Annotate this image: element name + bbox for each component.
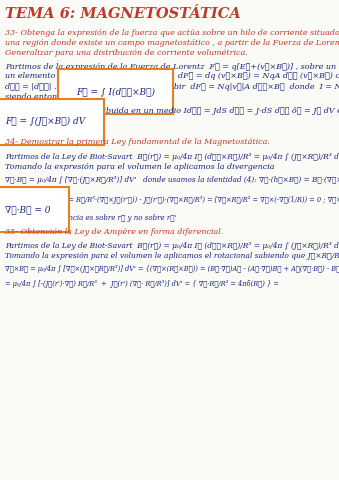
Text: Tomando la expresión para el volumen le aplicamos la divergencia: Tomando la expresión para el volumen le …: [5, 163, 275, 171]
Text: Partimos de la Ley de Biot-Savart  B⃗(r⃗) = μ₀/4π I∮ (dℓ⃗×R⃗)/R³ = μ₀/4π ∫ (J⃗×R: Partimos de la Ley de Biot-Savart B⃗(r⃗)…: [5, 242, 339, 250]
Text: = μ₀/4π ∫ [-(J⃗(r')·∇⃗) R⃗/R³  +  J⃗(r') (∇⃗· R⃗/R³)] dV' = { ∇⃗·R⃗/R³ = 4πδ(R⃗): = μ₀/4π ∫ [-(J⃗(r')·∇⃗) R⃗/R³ + J⃗(r') (…: [5, 280, 279, 288]
Text: Partimos de la Ley de Biot-Savart  B⃗(r⃗) = μ₀/4π I∮ (dℓ⃗×R⃗)/R³ = μ₀/4π ∫ (J⃗×R: Partimos de la Ley de Biot-Savart B⃗(r⃗)…: [5, 153, 339, 161]
Text: un elemento dℓ⃗ de hilo actúa una fuerza  dF⃗ = dq (v⃗×B⃗) = NqA dℓ⃗ (v⃗×B⃗) con: un elemento dℓ⃗ de hilo actúa una fuerza…: [5, 72, 339, 81]
Text: ⇒: ⇒: [5, 209, 12, 217]
Text: TEMA 6: MAGNETOSTÁTICA: TEMA 6: MAGNETOSTÁTICA: [5, 7, 241, 21]
Text: 35- Obtención la Ley de Ampère en forma diferencial.: 35- Obtención la Ley de Ampère en forma …: [5, 228, 224, 236]
Text: ∇⃗·(J⃗(r'⃗)×R⃗/R³) = R⃗/R³·(∇⃗×J⃗(r'⃗)) - J⃗(r'⃗)·(∇⃗×R⃗/R³) = [∇⃗×R⃗/R³ = ∇⃗×(-: ∇⃗·(J⃗(r'⃗)×R⃗/R³) = R⃗/R³·(∇⃗×J⃗(r'⃗)) …: [5, 196, 339, 204]
Text: dℓ⃗ = |dℓ⃗| . Como v⃗∥dℓ⃗ podemos escribir  dF⃗ = Nq|v⃗|A dℓ⃗×B⃗  donde  I = Nq|: dℓ⃗ = |dℓ⃗| . Como v⃗∥dℓ⃗ podemos escrib…: [5, 83, 339, 91]
Text: siendo entonces  dF⃗ = I dℓ⃗×B⃗  ⇒: siendo entonces dF⃗ = I dℓ⃗×B⃗ ⇒: [5, 93, 152, 100]
Text: 33- Obtenga la expresión de la fuerza que actúa sobre un hilo de corriente situa: 33- Obtenga la expresión de la fuerza qu…: [5, 29, 339, 36]
Text: Partimos de la expresión de la Fuerza de Lorentz  F⃗ = q[E⃗+(v⃗×B⃗)] , sobre un: Partimos de la expresión de la Fuerza de…: [5, 62, 337, 71]
Text: ∇⃗·B⃗ = μ₀/4π ∫ [∇⃗·(J⃗×R⃗/R³)] dV'   donde usamos la identidad (4): ∇⃗·(h⃗×B⃗) : ∇⃗·B⃗ = μ₀/4π ∫ [∇⃗·(J⃗×R⃗/R³)] dV' dond…: [5, 176, 339, 184]
Text: Si la corriente está distribuida en un medio Idℓ⃗ = JdS dℓ⃗ = J·dS dℓ⃗ ô⃗ = J⃗ d: Si la corriente está distribuida en un m…: [5, 108, 339, 115]
Text: Tomando la expresión para el volumen le aplicamos el rotacional sabiendo que J⃗×: Tomando la expresión para el volumen le …: [5, 252, 339, 260]
Text: la divergencia es sobre r⃗ y no sobre r⃗': la divergencia es sobre r⃗ y no sobre r⃗…: [33, 214, 176, 222]
Text: ∇⃗×B⃗ = μ₀/4π ∫ [∇⃗×(J⃗×⃗R⃗/R³)] dV' = {(∇⃗×(R⃗×B⃗)) = (B⃗·∇⃗)A⃗ - (A⃗·∇⃗)B⃗ + A: ∇⃗×B⃗ = μ₀/4π ∫ [∇⃗×(J⃗×⃗R⃗/R³)] dV' = {…: [5, 265, 339, 273]
Text: F⃗ = ∫ I(dℓ⃗×B⃗): F⃗ = ∫ I(dℓ⃗×B⃗): [76, 87, 155, 96]
Text: una región donde existe un campo magnetostático , a partir de la Fuerza de Loren: una región donde existe un campo magneto…: [5, 38, 339, 47]
Text: 34- Demostrar la primera Ley fundamental de la Magnetostática.: 34- Demostrar la primera Ley fundamental…: [5, 138, 270, 146]
Text: Generalizar para una distribución de corriente volumétrica.: Generalizar para una distribución de cor…: [5, 48, 248, 57]
Text: F⃗ = ∫(J⃗×B⃗) dV: F⃗ = ∫(J⃗×B⃗) dV: [5, 117, 85, 127]
Text: ∇⃗·B⃗ = 0: ∇⃗·B⃗ = 0: [5, 205, 51, 214]
